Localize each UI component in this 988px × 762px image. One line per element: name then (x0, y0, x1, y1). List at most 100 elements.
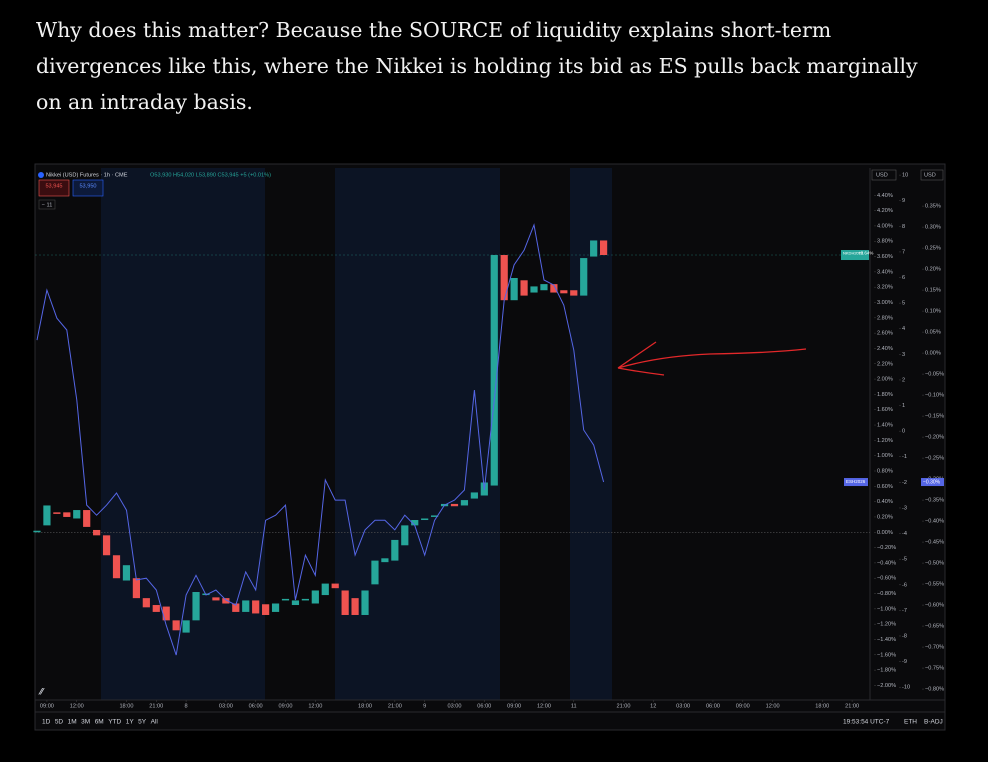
y3ticks-label: 8 (902, 224, 905, 230)
candle (361, 590, 369, 615)
x-tick-label: 06:00 (477, 703, 491, 709)
range-button[interactable]: 6M (95, 719, 104, 726)
y3ticks-label: -1 (902, 454, 907, 460)
candle (182, 620, 190, 633)
range-button[interactable]: 1M (68, 719, 77, 726)
buy-price: 53,950 (79, 183, 96, 189)
currency-label: USD (876, 172, 888, 178)
candle (271, 603, 280, 612)
y3ticks-label: 0 (902, 429, 905, 435)
y3ticks-label: 10 (902, 173, 908, 179)
badge (841, 250, 869, 261)
range-button[interactable]: All (151, 719, 159, 726)
candle (510, 277, 518, 301)
yticks-label: 2.40% (877, 346, 893, 352)
yticks-label: −0.80% (877, 591, 896, 597)
x-tick-label: 12 (650, 703, 656, 709)
candle (391, 539, 399, 561)
yticks-label: −1.60% (877, 652, 896, 658)
y2ticks-label: −0.40% (925, 519, 944, 525)
badge-label: −0.30% (923, 479, 941, 485)
candle (341, 590, 349, 615)
x-tick-label: 09:00 (40, 703, 54, 709)
interval-box[interactable] (38, 199, 56, 210)
candle (142, 598, 150, 608)
range-button[interactable]: 5D (55, 719, 64, 726)
candle (73, 510, 81, 519)
candle (321, 583, 329, 596)
currency-box[interactable] (920, 169, 944, 181)
candle (122, 565, 131, 581)
sell-box[interactable] (38, 179, 70, 197)
range-button[interactable]: YTD (108, 719, 121, 726)
candle (411, 520, 419, 526)
candle (242, 600, 250, 612)
range-button[interactable]: 1Y (126, 719, 135, 726)
candle (599, 240, 608, 256)
y3ticks-label: -2 (902, 480, 907, 486)
session-shade (101, 168, 265, 700)
x-tick-label: 06:00 (706, 703, 720, 709)
yticks-label: 1.00% (877, 453, 893, 459)
range-button[interactable]: 1D (42, 719, 51, 726)
adjust-toggle[interactable]: B-ADJ (924, 719, 943, 726)
candle (550, 284, 558, 293)
x-tick-label: 12:00 (70, 703, 84, 709)
x-tick-label: 18:00 (119, 703, 133, 709)
yticks-label: 3.80% (877, 239, 893, 245)
y3ticks-label: -3 (902, 505, 907, 511)
y3ticks-label: -5 (902, 557, 907, 563)
y2ticks-label: 0.20% (925, 267, 941, 273)
candle (132, 578, 140, 599)
y2ticks-label: 0.05% (925, 330, 941, 336)
chart-title: Nikkei (USD) Futures · 1h · CME (46, 172, 128, 178)
x-tick-label: 12:00 (308, 703, 322, 709)
y2ticks-label: −0.10% (925, 393, 944, 399)
currency-box[interactable] (871, 169, 897, 181)
candle (560, 290, 568, 294)
candle (212, 597, 220, 601)
candle (301, 598, 309, 601)
yticks-label: 2.80% (877, 315, 893, 321)
buy-box[interactable] (72, 179, 104, 197)
candle (490, 255, 498, 486)
yticks-label: 0.60% (877, 484, 893, 490)
y2ticks-label: −0.70% (925, 645, 944, 651)
candle (421, 518, 429, 521)
candle (371, 560, 379, 585)
range-button[interactable]: 3M (81, 719, 90, 726)
y2ticks-label: −0.50% (925, 561, 944, 567)
candle (500, 255, 508, 301)
x-tick-label: 09:00 (279, 703, 293, 709)
candle (281, 598, 290, 601)
x-tick-label: 12:00 (766, 703, 780, 709)
y2ticks-label: −0.45% (925, 540, 944, 546)
interval-label: − 11 (42, 202, 53, 208)
yticks-label: 3.20% (877, 285, 893, 291)
yticks-label: 4.40% (877, 193, 893, 199)
candle (291, 600, 300, 606)
candle (162, 606, 170, 621)
x-tick-label: 21:00 (388, 703, 402, 709)
y3ticks-label: 9 (902, 198, 905, 204)
candle (102, 535, 111, 556)
candle (530, 286, 538, 293)
yticks-label: 0.00% (877, 530, 893, 536)
candle (401, 525, 409, 546)
candle (93, 529, 101, 536)
yticks-label: −1.80% (877, 668, 896, 674)
y2ticks-label: −0.60% (925, 603, 944, 609)
session-toggle[interactable]: ETH (904, 719, 917, 726)
x-tick-label: 03:00 (676, 703, 690, 709)
y2ticks-label: −0.20% (925, 435, 944, 441)
series-line (36, 223, 605, 656)
y3ticks-label: 3 (902, 352, 905, 358)
logo: ⁄⁄ (38, 686, 46, 696)
y2ticks-label: −0.65% (925, 624, 944, 630)
range-button[interactable]: 5Y (138, 719, 147, 726)
y3ticks-label: -8 (902, 633, 907, 639)
yticks-label: 2.60% (877, 331, 893, 337)
yticks-label: −0.40% (877, 560, 896, 566)
candle (460, 500, 469, 506)
